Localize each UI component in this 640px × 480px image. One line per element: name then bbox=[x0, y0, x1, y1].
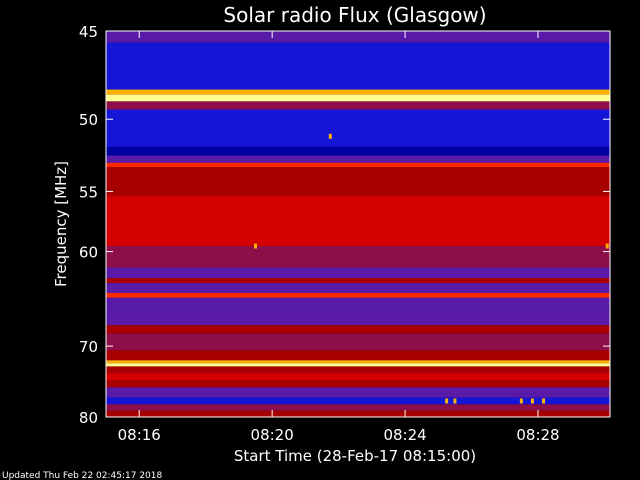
y-axis: 45 50 55 60 70 80 bbox=[79, 23, 610, 427]
heatmap-band bbox=[106, 397, 610, 405]
y-tick-label: 50 bbox=[79, 111, 98, 129]
heatmap-band bbox=[106, 109, 610, 147]
heatmap-band bbox=[106, 31, 610, 43]
heatmap-band bbox=[106, 325, 610, 334]
heatmap-band bbox=[106, 146, 610, 156]
updated-footer: Updated Thu Feb 22 02:45:17 2018 bbox=[2, 471, 163, 480]
heatmap-band bbox=[106, 366, 610, 374]
heatmap-band bbox=[106, 267, 610, 279]
x-tick-label: 08:28 bbox=[516, 426, 559, 444]
burst-spot bbox=[605, 243, 609, 249]
burst-spot bbox=[445, 398, 449, 404]
heatmap-band bbox=[106, 283, 610, 293]
heatmap-band bbox=[106, 380, 610, 388]
x-axis: 08:16 08:20 08:24 08:28 bbox=[118, 31, 560, 444]
chart-title: Solar radio Flux (Glasgow) bbox=[223, 3, 486, 27]
x-axis-label: Start Time (28-Feb-17 08:15:00) bbox=[234, 447, 476, 465]
heatmap-band bbox=[106, 195, 610, 224]
heatmap-band bbox=[106, 101, 610, 110]
heatmap-area bbox=[106, 31, 610, 417]
heatmap-band bbox=[106, 360, 610, 364]
y-tick-label: 45 bbox=[79, 23, 98, 41]
burst-spot bbox=[530, 398, 534, 404]
heatmap-band bbox=[106, 350, 610, 361]
heatmap-band bbox=[106, 404, 610, 411]
burst-spot bbox=[254, 243, 258, 249]
burst-spot bbox=[519, 398, 523, 404]
y-tick-label: 60 bbox=[79, 244, 98, 262]
y-axis-label: Frequency [MHz] bbox=[52, 161, 70, 287]
heatmap-band bbox=[106, 363, 610, 367]
heatmap-band bbox=[106, 257, 610, 268]
heatmap-band bbox=[106, 224, 610, 247]
y-tick-label: 70 bbox=[79, 338, 98, 356]
heatmap-band bbox=[106, 94, 610, 102]
x-tick-label: 08:16 bbox=[118, 426, 161, 444]
heatmap-band bbox=[106, 166, 610, 196]
heatmap-band bbox=[106, 278, 610, 284]
heatmap-band bbox=[106, 387, 610, 398]
heatmap-band bbox=[106, 307, 610, 326]
burst-spot bbox=[328, 133, 332, 139]
y-tick-label: 55 bbox=[79, 183, 98, 201]
heatmap-band bbox=[106, 162, 610, 167]
heatmap-band bbox=[106, 333, 610, 351]
burst-spots bbox=[254, 133, 609, 404]
heatmap-band bbox=[106, 155, 610, 163]
x-tick-label: 08:20 bbox=[251, 426, 294, 444]
heatmap-band bbox=[106, 297, 610, 308]
heatmap-band bbox=[106, 42, 610, 90]
heatmap-band bbox=[106, 410, 610, 417]
heatmap-band bbox=[106, 246, 610, 258]
y-tick-label: 80 bbox=[79, 409, 98, 427]
plot-frame bbox=[105, 30, 611, 418]
burst-spot bbox=[542, 398, 546, 404]
heatmap-band bbox=[106, 89, 610, 95]
heatmap-band bbox=[106, 373, 610, 381]
x-tick-label: 08:24 bbox=[383, 426, 426, 444]
heatmap-band bbox=[106, 292, 610, 298]
burst-spot bbox=[453, 398, 457, 404]
